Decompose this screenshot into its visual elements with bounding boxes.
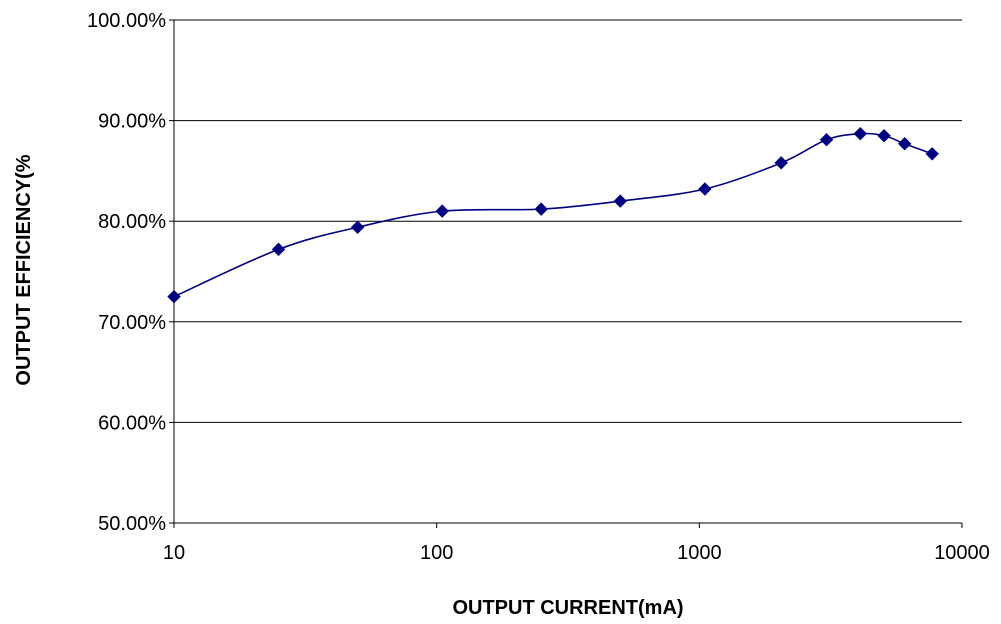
- data-point-marker: [167, 289, 181, 304]
- y-tick-label: 60.00%: [98, 412, 166, 434]
- x-tick-label: 1000: [677, 542, 722, 564]
- data-point-marker: [350, 220, 365, 234]
- data-markers: [167, 126, 939, 304]
- data-point-marker: [853, 126, 867, 141]
- y-tick-label: 80.00%: [98, 211, 166, 233]
- y-tick-label: 70.00%: [98, 312, 166, 334]
- y-tick-labels: 50.00% 60.00% 70.00% 80.00% 90.00% 100.00%: [87, 10, 166, 535]
- y-tick-label: 90.00%: [98, 111, 166, 133]
- y-tick-label: 50.00%: [98, 513, 166, 535]
- y-axis-title: OUTPUT EFFICIENCY(%: [13, 154, 35, 385]
- x-axis-title: OUTPUT CURRENT(mA): [452, 597, 683, 619]
- data-point-marker: [698, 182, 712, 196]
- data-point-marker: [877, 128, 891, 143]
- data-point-marker: [271, 242, 286, 257]
- data-point-marker: [613, 194, 627, 208]
- data-point-marker: [897, 137, 912, 151]
- gridlines: [174, 19, 962, 423]
- axes: [169, 19, 963, 528]
- data-point-marker: [925, 147, 939, 161]
- x-tick-label: 10: [163, 542, 185, 564]
- x-tick-label: 100: [420, 542, 453, 564]
- x-tick-label: 10000: [934, 542, 990, 564]
- plot-area: [174, 20, 962, 523]
- x-tick-labels: 10 100 1000 10000: [163, 542, 990, 564]
- data-point-marker: [819, 133, 834, 147]
- data-point-marker: [774, 156, 788, 170]
- data-point-marker: [534, 202, 548, 216]
- data-point-marker: [435, 204, 449, 218]
- y-tick-label: 100.00%: [87, 10, 166, 32]
